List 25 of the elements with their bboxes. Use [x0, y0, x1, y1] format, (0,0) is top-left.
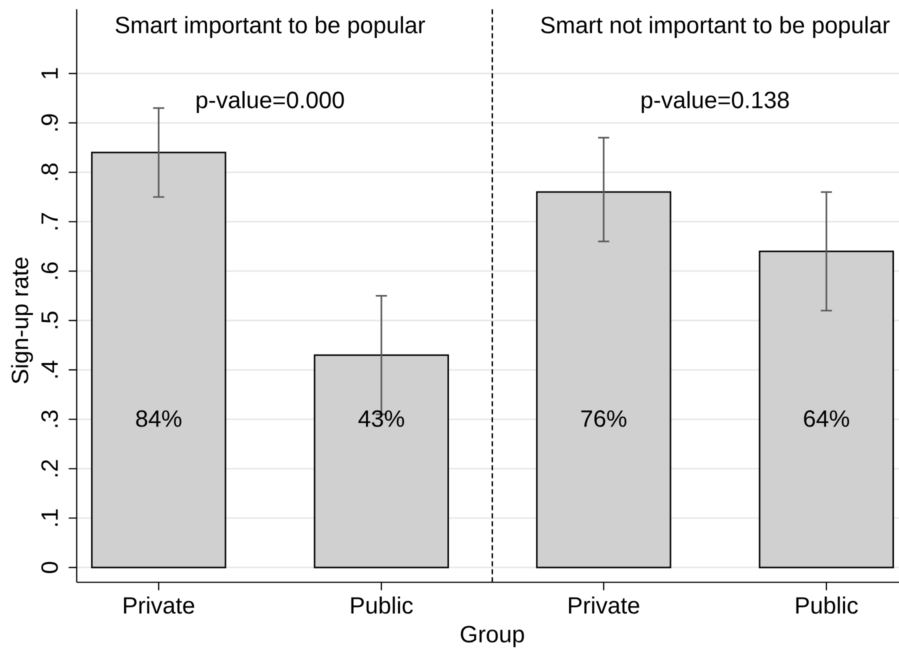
- y-tick-label: .5: [42, 312, 58, 328]
- data-label: 84%: [136, 410, 182, 427]
- y-tick-label: .4: [42, 360, 58, 378]
- y-tick-label: .8: [41, 164, 58, 180]
- y-tick-label: 1: [42, 68, 58, 78]
- x-axis-title: Group: [460, 626, 524, 648]
- x-tick-label: Public: [351, 596, 413, 614]
- y-tick-label: .7: [42, 213, 58, 230]
- x-tick-label: Private: [124, 596, 194, 614]
- annotation: p-value=0.000: [196, 91, 344, 113]
- y-tick-label: .3: [41, 410, 58, 427]
- data-label: 76%: [581, 410, 626, 427]
- data-label: 64%: [804, 410, 850, 427]
- y-axis-title: Sign-up rate: [11, 258, 33, 384]
- annotation: p-value=0.138: [642, 91, 789, 113]
- x-tick-label: Private: [569, 596, 640, 614]
- y-tick-label: .1: [42, 509, 58, 526]
- x-tick-label: Public: [796, 596, 858, 614]
- chart-title: Smart important to be popular: [116, 16, 426, 38]
- y-tick-label: .9: [41, 114, 58, 131]
- y-tick-label: .2: [41, 460, 58, 476]
- y-tick-label: 0: [41, 562, 58, 574]
- data-label: 43%: [358, 410, 404, 427]
- chart-title: Smart not important to be popular: [541, 16, 890, 38]
- y-tick-label: .6: [41, 262, 58, 279]
